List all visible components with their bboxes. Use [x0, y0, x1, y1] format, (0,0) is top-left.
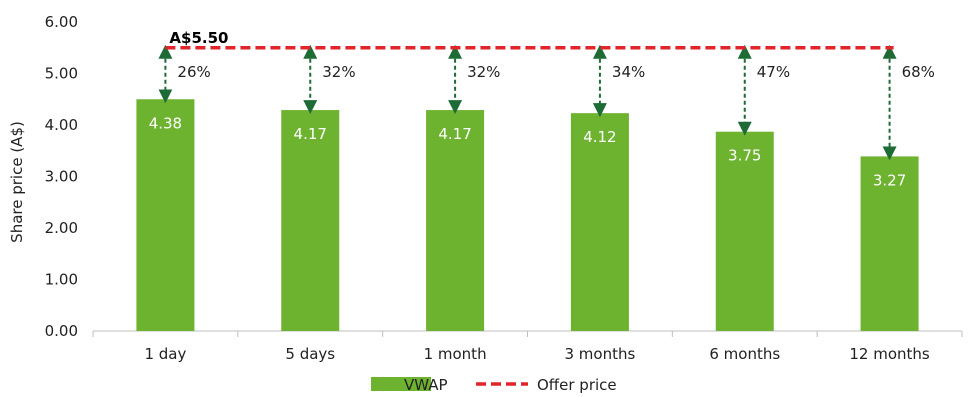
y-tick-label: 6.00 [45, 13, 78, 31]
bars-group: 4.38 4.17 4.17 4.12 3.75 3.27 [136, 99, 919, 331]
y-tick-label: 3.00 [45, 168, 78, 186]
x-tick-label: 1 month [424, 345, 487, 363]
legend-offer-label: Offer price [537, 376, 617, 394]
premium-label: 32% [322, 63, 355, 81]
premium-label: 26% [177, 63, 210, 81]
bar-value-label: 3.75 [728, 147, 761, 165]
bar-value-label: 4.12 [583, 128, 616, 146]
premium-arrows-group: 26% 32% 32% 34% 47% 68% [158, 44, 935, 161]
bar-value-label: 4.38 [149, 114, 182, 132]
legend-vwap-label: VWAP [404, 376, 448, 394]
x-tick-label: 5 days [285, 345, 335, 363]
bar [715, 131, 774, 331]
legend-vwap-swatch [371, 377, 431, 391]
offer-price-label: A$5.50 [169, 29, 228, 47]
bar [426, 110, 485, 331]
premium-label: 32% [467, 63, 500, 81]
premium-label: 47% [757, 63, 790, 81]
bar-value-label: 3.27 [873, 171, 906, 189]
y-axis-label: Share price (A$) [8, 121, 26, 243]
y-tick-label: 0.00 [45, 322, 78, 340]
y-tick-label: 1.00 [45, 271, 78, 289]
bar [570, 113, 629, 331]
x-axis: 1 day 5 days 1 month 3 months 6 months 12 mon… [92, 330, 963, 363]
premium-label: 34% [612, 63, 645, 81]
bar-value-label: 4.17 [294, 125, 327, 143]
x-tick-label: 12 months [849, 345, 930, 363]
bar [860, 156, 919, 331]
legend: VWAP Offer price [371, 376, 617, 394]
x-tick-label: 6 months [709, 345, 780, 363]
y-axis: 0.00 1.00 2.00 3.00 4.00 5.00 6.00 [45, 13, 78, 340]
y-tick-label: 4.00 [45, 116, 78, 134]
bar-value-label: 4.17 [438, 125, 471, 143]
offer-price-group: A$5.50 [165, 29, 894, 50]
x-tick-label: 3 months [565, 345, 636, 363]
x-tick-label: 1 day [144, 345, 186, 363]
bar [281, 110, 340, 331]
y-tick-label: 5.00 [45, 65, 78, 83]
bar [136, 99, 195, 331]
premium-label: 68% [902, 63, 935, 81]
y-tick-label: 2.00 [45, 219, 78, 237]
